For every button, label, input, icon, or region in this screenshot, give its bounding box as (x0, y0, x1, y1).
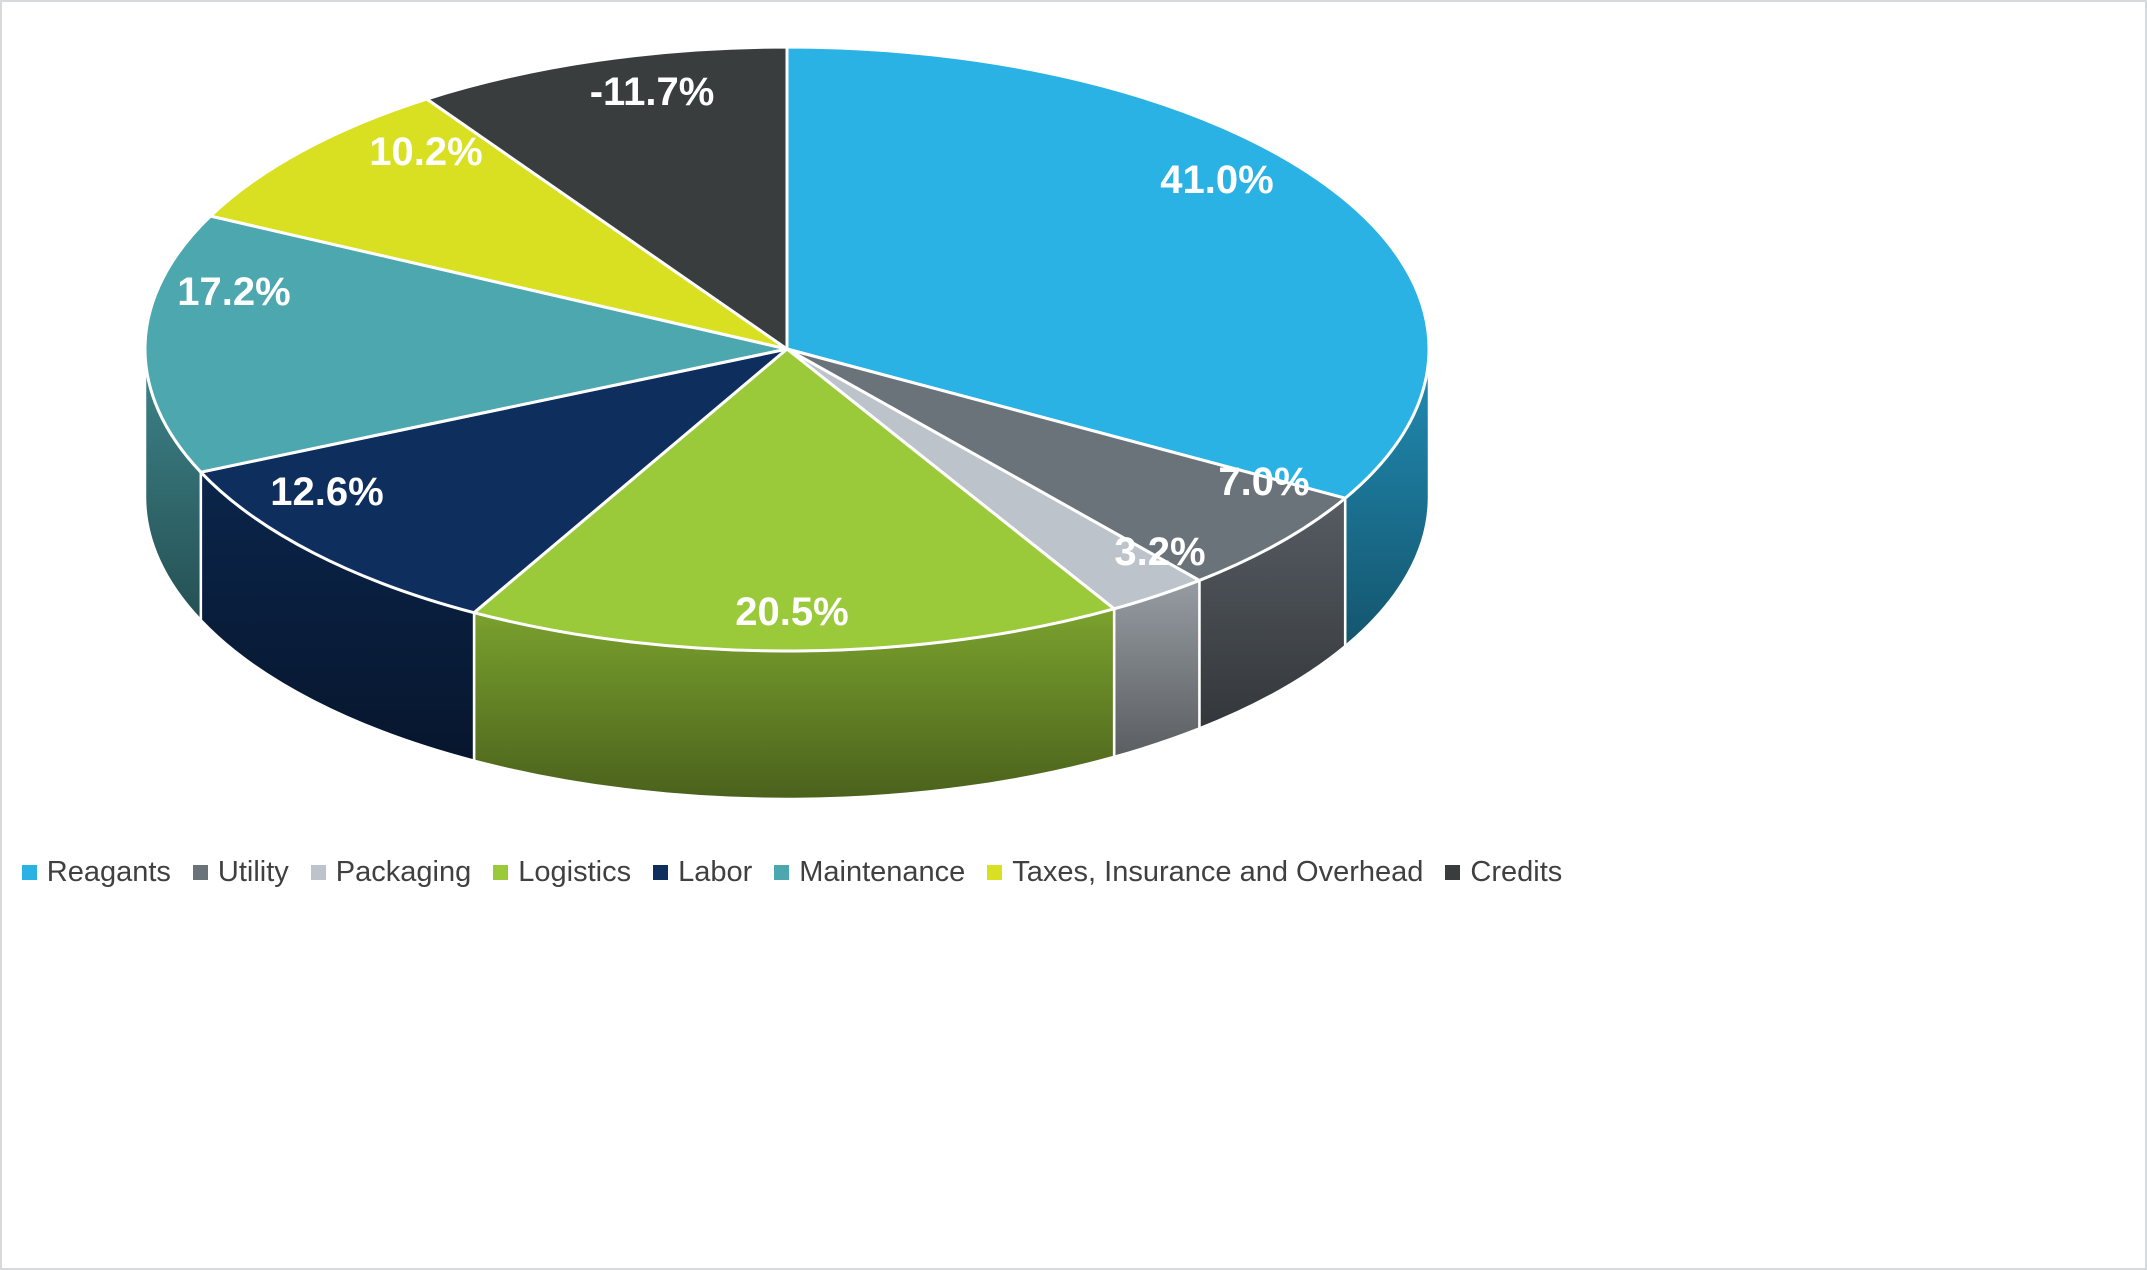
pie-label-logistics: 20.5% (735, 590, 848, 634)
legend-item-credits[interactable]: Credits (1445, 856, 1562, 889)
pie-label-utility: 7.0% (1218, 460, 1309, 504)
pie-slice-logistics[interactable] (472, 347, 1116, 653)
pie-slice-side-packaging (1112, 578, 1201, 759)
legend-marker-icon (653, 865, 669, 880)
legend-item-maintenance[interactable]: Maintenance (774, 856, 965, 889)
pie-depth-layer (143, 348, 1431, 801)
legend-marker-icon (987, 865, 1003, 880)
legend-label: Maintenance (799, 856, 966, 888)
pie-label-labor: 12.6% (270, 470, 383, 514)
legend-marker-icon (1445, 865, 1461, 880)
legend-label: Taxes, Insurance and Overhead (1012, 856, 1424, 888)
legend: Reagants Utility Packaging Logistics Labor Ma… (2, 856, 1582, 889)
legend-item-packaging[interactable]: Packaging (310, 856, 472, 889)
legend-marker-icon (493, 865, 509, 880)
pie-label-reagants: 41.0% (1160, 158, 1273, 202)
pie-labels-layer: 41.0% 7.0% 3.2% 20.5% 12.6% 17.2% 10.2% -11.7% (177, 70, 1309, 634)
pie-slice-reagants[interactable] (785, 45, 1431, 500)
legend-marker-icon (310, 865, 326, 880)
pie-label-credits: -11.7% (590, 70, 715, 114)
legend-marker-icon (774, 865, 790, 880)
legend-marker-icon (21, 865, 37, 880)
legend-label: Credits (1470, 856, 1563, 888)
pie-label-maintenance: 17.2% (177, 270, 290, 314)
pie-slice-taxes-insurance-and-overhead[interactable] (209, 97, 789, 351)
legend-item-logistics[interactable]: Logistics (493, 856, 631, 889)
legend-label: Logistics (518, 856, 632, 888)
legend-item-labor[interactable]: Labor (653, 856, 752, 889)
pie-slice-utility[interactable] (785, 347, 1347, 582)
legend-item-taxes-insurance-and-overhead[interactable]: Taxes, Insurance and Overhead (987, 856, 1423, 889)
pie-slice-maintenance[interactable] (143, 214, 789, 474)
legend-label: Labor (678, 856, 753, 888)
legend-marker-icon (192, 865, 208, 880)
legend-item-reagants[interactable]: Reagants (21, 856, 171, 889)
pie-slice-labor[interactable] (199, 347, 789, 615)
pie-label-packaging: 3.2% (1114, 530, 1205, 574)
legend-label: Reagants (46, 856, 171, 888)
pie-top-layer (143, 45, 1431, 653)
legend-item-utility[interactable]: Utility (192, 856, 289, 889)
pie-slice-credits[interactable] (425, 45, 789, 351)
pie-label-taxes-insurance-and-overhead: 10.2% (369, 130, 482, 174)
legend-label: Packaging (335, 856, 472, 888)
legend-label: Utility (217, 856, 289, 888)
